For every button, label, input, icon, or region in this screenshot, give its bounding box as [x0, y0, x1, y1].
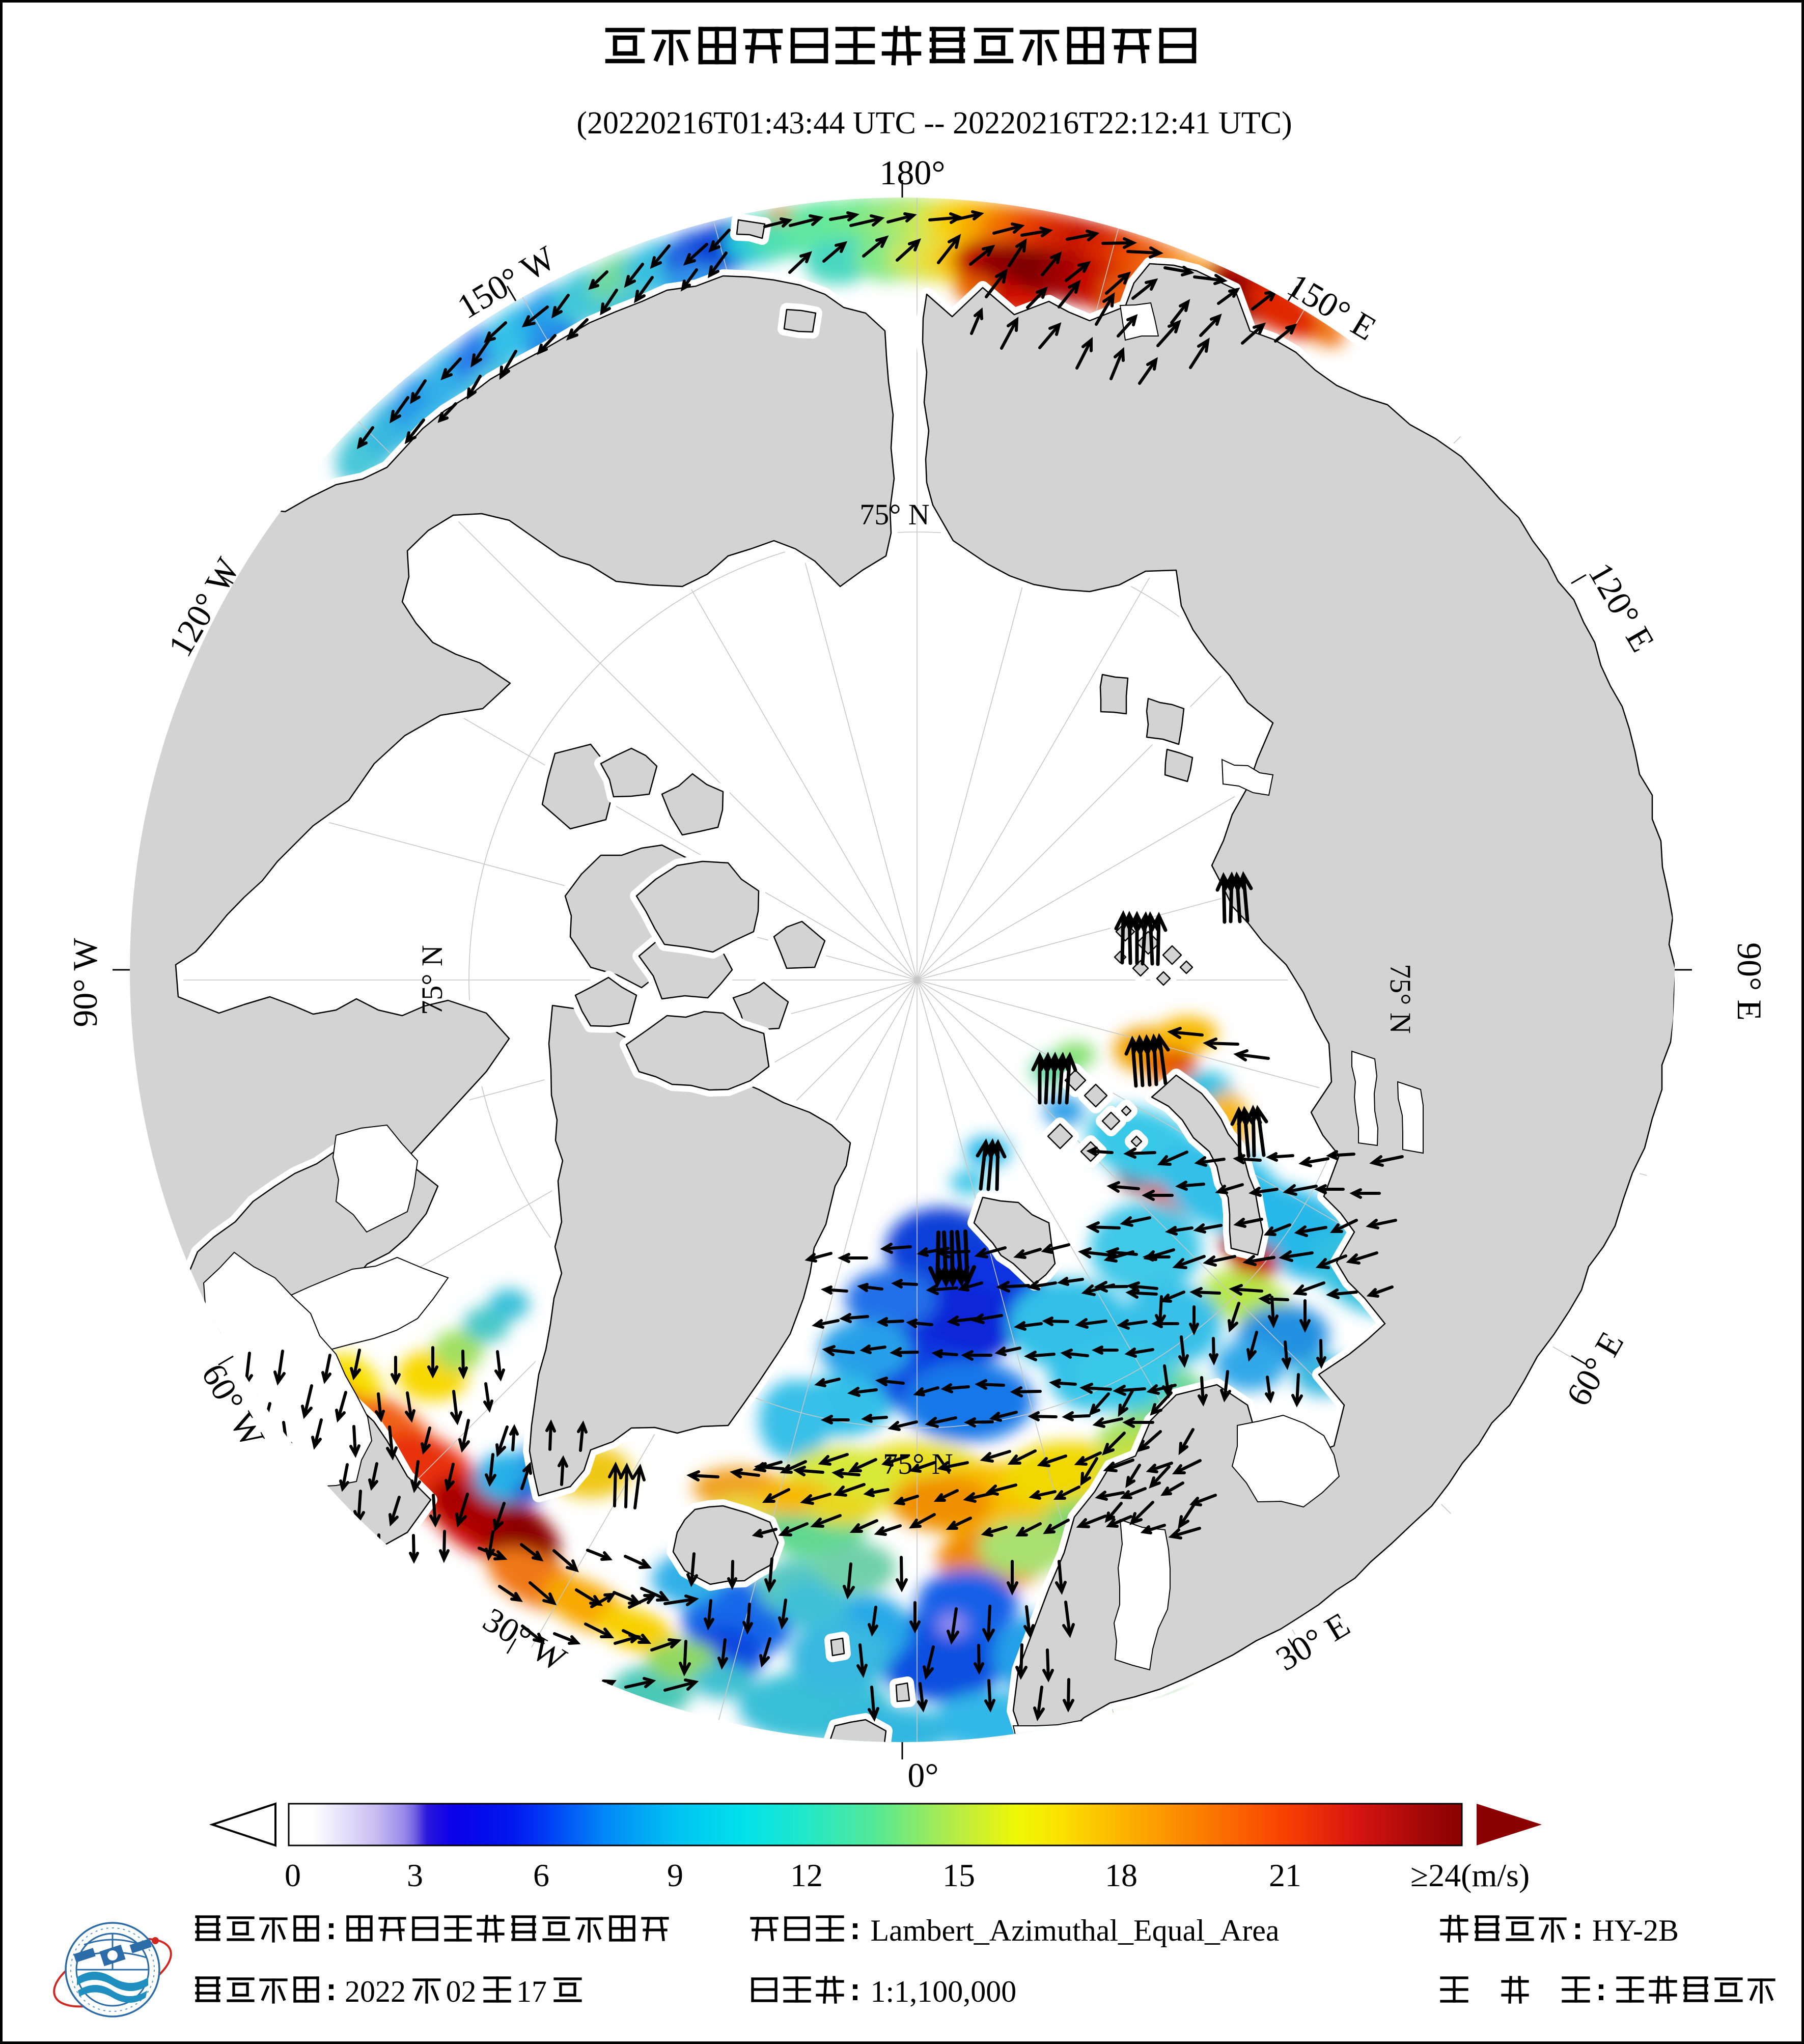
svg-text:0°: 0°	[907, 1756, 938, 1795]
svg-text:Lambert_Azimuthal_Equal_Area: Lambert_Azimuthal_Equal_Area	[871, 1914, 1280, 1947]
svg-text:15: 15	[942, 1857, 975, 1893]
svg-text:3: 3	[407, 1857, 423, 1893]
svg-text:90° W: 90° W	[66, 938, 104, 1027]
svg-text:(20220216T01:43:44 UTC -- 2022: (20220216T01:43:44 UTC -- 20220216T22:12…	[576, 106, 1292, 141]
svg-text:6: 6	[533, 1857, 549, 1893]
svg-text:75° N: 75° N	[859, 498, 930, 531]
svg-text:1:1,100,000: 1:1,100,000	[871, 1975, 1017, 2008]
svg-text:75° N: 75° N	[415, 945, 449, 1015]
svg-text:02: 02	[446, 1975, 477, 2008]
svg-text:75° N: 75° N	[883, 1447, 953, 1480]
svg-text:HY-2B: HY-2B	[1592, 1914, 1679, 1947]
svg-text:2022: 2022	[345, 1975, 406, 2008]
svg-text:18: 18	[1105, 1857, 1137, 1893]
svg-text:9: 9	[667, 1857, 683, 1893]
svg-text:90° E: 90° E	[1730, 942, 1769, 1021]
svg-text:≥24(m/s): ≥24(m/s)	[1410, 1857, 1530, 1893]
svg-text:21: 21	[1269, 1857, 1301, 1893]
svg-text:75° N: 75° N	[1384, 964, 1417, 1034]
svg-text:180°: 180°	[879, 153, 945, 192]
svg-text:17: 17	[516, 1975, 547, 2008]
svg-text:0: 0	[285, 1857, 301, 1893]
svg-text:12: 12	[790, 1857, 823, 1893]
